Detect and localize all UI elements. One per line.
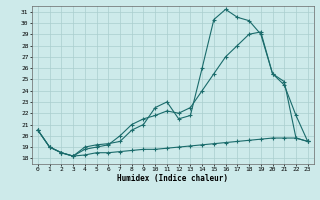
X-axis label: Humidex (Indice chaleur): Humidex (Indice chaleur)	[117, 174, 228, 183]
